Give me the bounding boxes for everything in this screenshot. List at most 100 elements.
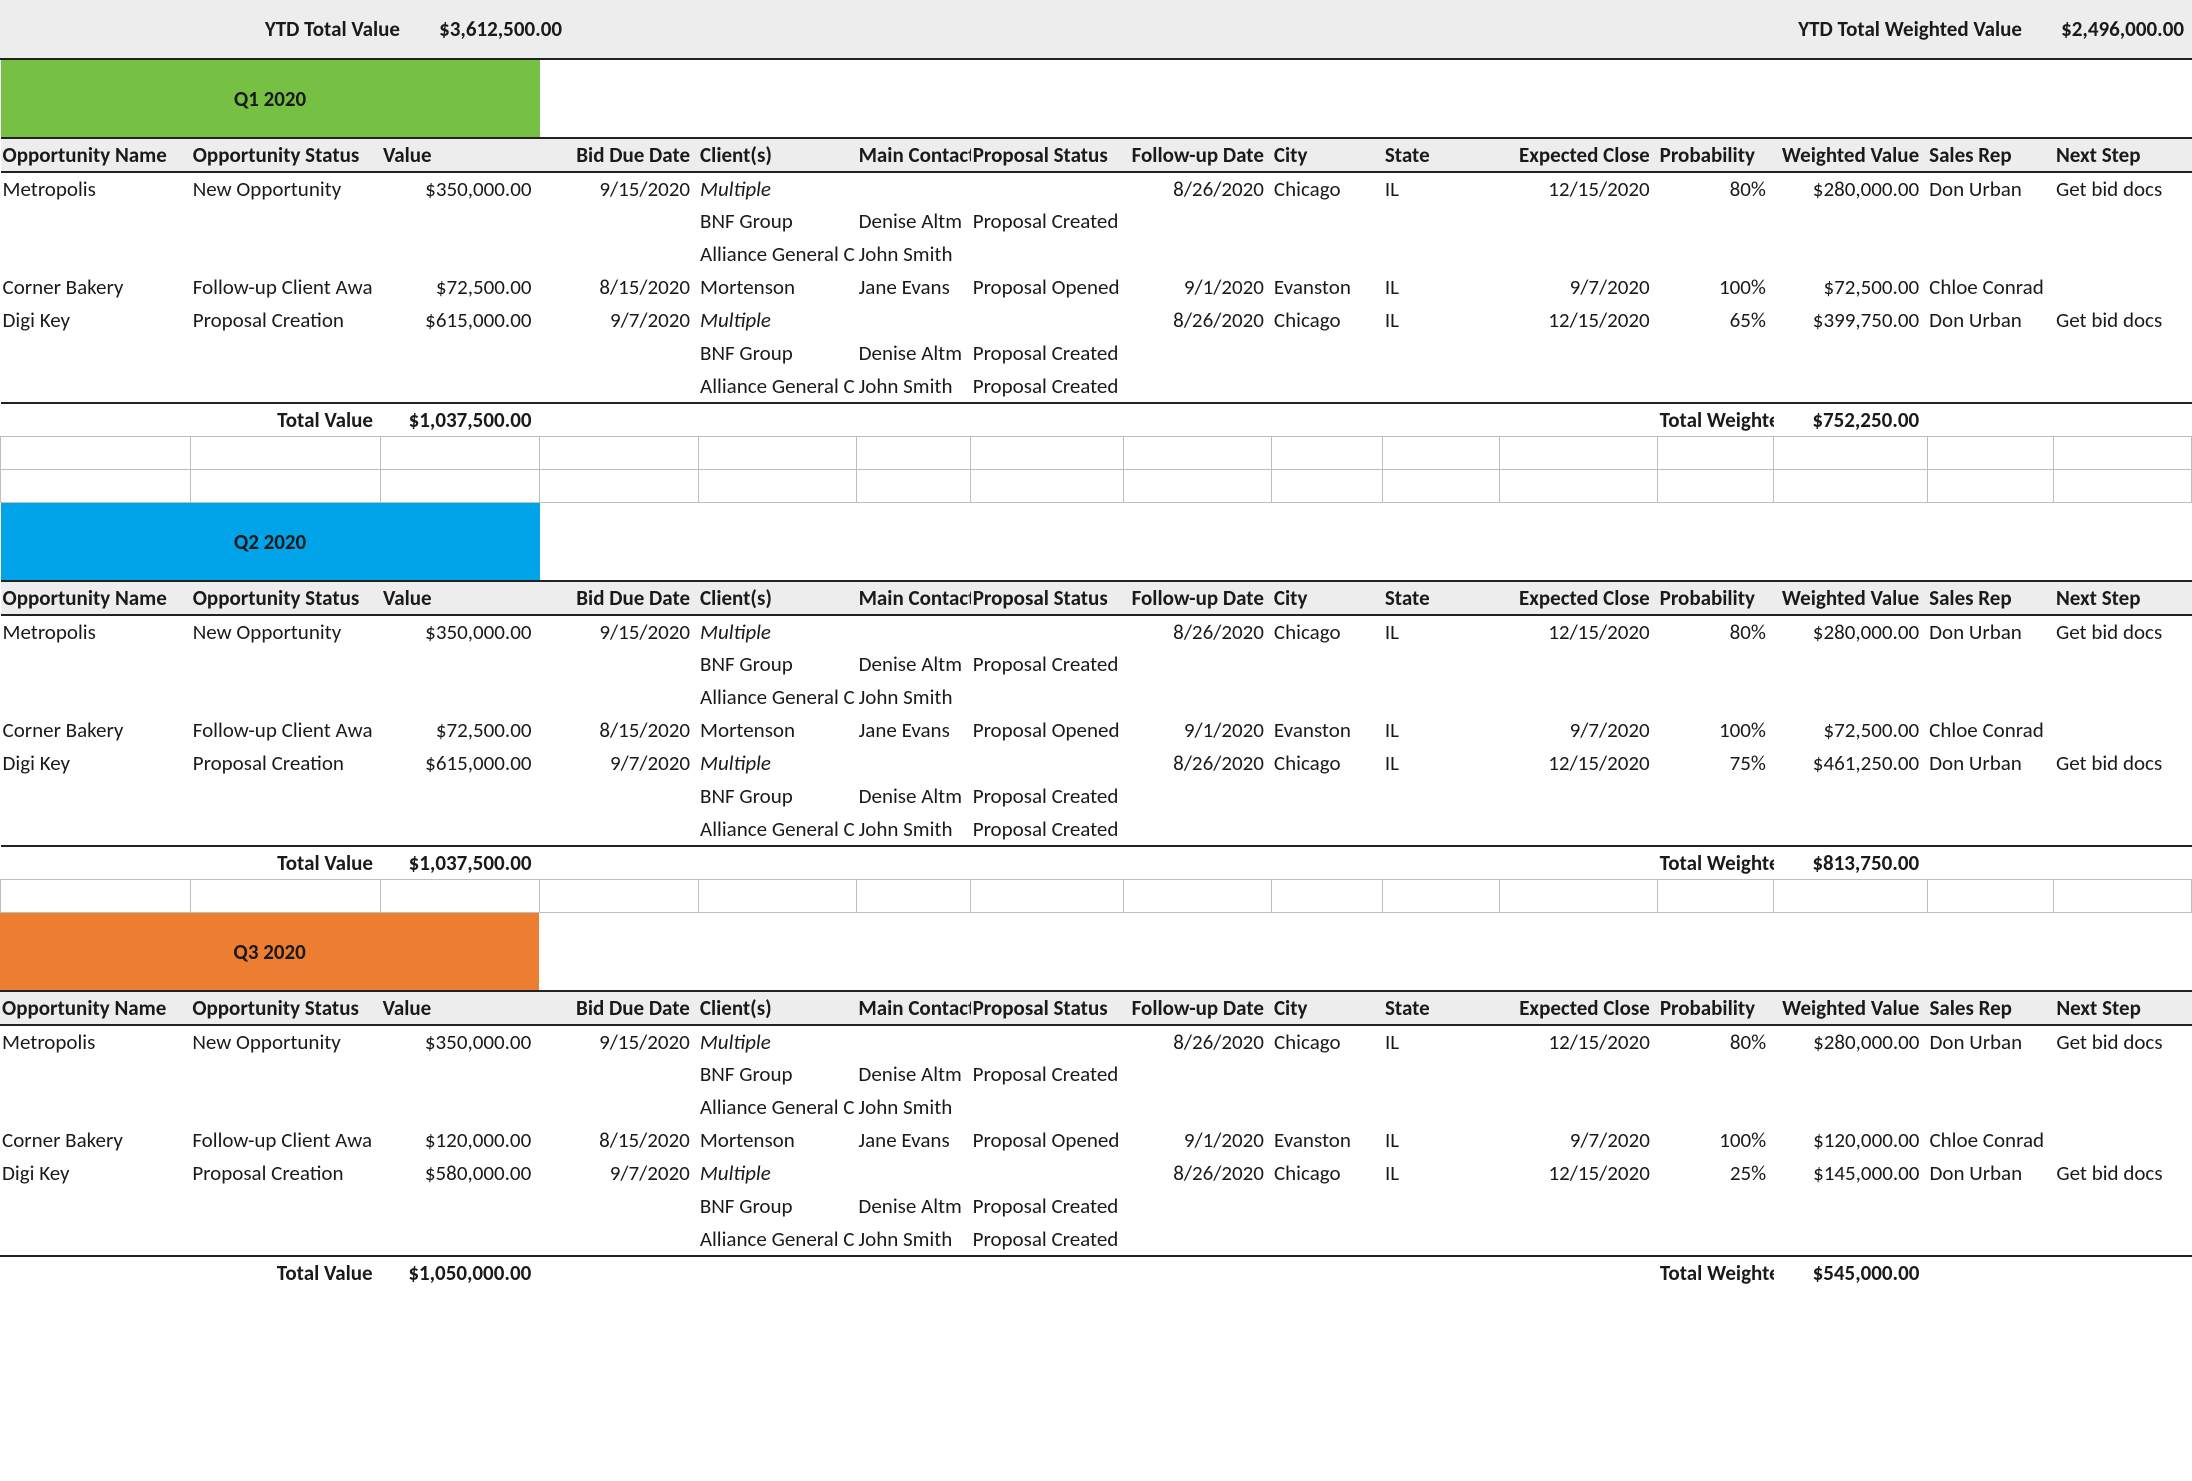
cell[interactable]: BNF Group (698, 1190, 857, 1223)
cell[interactable] (1, 403, 191, 437)
cell[interactable]: Jane Evans (856, 1124, 970, 1157)
blank-cell[interactable] (1927, 437, 2054, 470)
cell[interactable] (1499, 1058, 1658, 1091)
cell[interactable]: Sales Rep (1927, 138, 2054, 172)
cell[interactable]: New Opportunity (191, 172, 381, 205)
cell[interactable]: 9/7/2020 (1499, 1124, 1658, 1157)
cell[interactable] (1124, 1058, 1272, 1091)
cell[interactable] (2054, 403, 2192, 437)
cell[interactable] (698, 1256, 857, 1289)
cell[interactable]: IL (1383, 1025, 1499, 1058)
cell[interactable]: Alliance General C (698, 813, 857, 846)
cell[interactable]: Opportunity Name (1, 581, 191, 615)
blank-cell[interactable] (1499, 437, 1658, 470)
cell[interactable]: Jane Evans (857, 714, 971, 747)
cell[interactable]: Total Weighted Value (1658, 846, 1774, 880)
cell[interactable] (1124, 205, 1272, 238)
blank-cell[interactable] (191, 880, 381, 913)
cell[interactable] (2054, 1058, 2192, 1091)
blank-cell[interactable] (1774, 880, 1927, 913)
cell[interactable] (1272, 780, 1383, 813)
cell[interactable]: Proposal Status (971, 581, 1124, 615)
cell[interactable]: $350,000.00 (381, 1025, 540, 1058)
cell[interactable] (0, 1091, 190, 1124)
cell[interactable] (971, 1091, 1124, 1124)
cell[interactable] (857, 747, 971, 780)
cell[interactable] (1499, 813, 1658, 846)
cell[interactable]: Alliance General C (698, 1223, 857, 1256)
cell[interactable] (1, 238, 191, 271)
cell[interactable]: Proposal Creation (191, 747, 381, 780)
cell[interactable] (1499, 337, 1658, 370)
blank-cell[interactable] (857, 437, 971, 470)
quarter-label[interactable]: Q1 2020 (1, 60, 540, 138)
cell[interactable]: Proposal Opened (971, 271, 1124, 304)
cell[interactable]: Sales Rep (1927, 581, 2054, 615)
cell[interactable] (971, 681, 1124, 714)
blank-cell[interactable] (698, 470, 857, 503)
cell[interactable] (1383, 648, 1499, 681)
cell[interactable]: State (1383, 581, 1499, 615)
blank-cell[interactable] (381, 880, 540, 913)
cell[interactable] (2054, 370, 2192, 403)
cell[interactable]: 12/15/2020 (1499, 615, 1658, 648)
cell[interactable] (856, 1157, 970, 1190)
cell[interactable]: Don Urban (1927, 1157, 2054, 1190)
cell[interactable]: $120,000.00 (1774, 1124, 1927, 1157)
cell[interactable]: Alliance General C (698, 238, 857, 271)
blank-cell[interactable] (1499, 880, 1658, 913)
cell[interactable] (0, 1058, 190, 1091)
cell[interactable] (2054, 1124, 2192, 1157)
cell[interactable] (1927, 1223, 2054, 1256)
cell[interactable]: Corner Bakery (0, 1124, 190, 1157)
cell[interactable]: Metropolis (1, 172, 191, 205)
cell[interactable] (1124, 1190, 1272, 1223)
cell[interactable] (0, 1256, 190, 1289)
cell[interactable]: Denise Altm (857, 337, 971, 370)
cell[interactable] (2054, 813, 2192, 846)
cell[interactable]: Evanston (1272, 1124, 1383, 1157)
cell[interactable]: BNF Group (698, 205, 857, 238)
cell[interactable]: City (1272, 581, 1383, 615)
cell[interactable]: John Smith (856, 1091, 970, 1124)
cell[interactable] (2054, 846, 2192, 880)
cell[interactable]: Proposal Created (971, 648, 1124, 681)
cell[interactable] (1774, 780, 1927, 813)
cell[interactable]: 80% (1658, 172, 1774, 205)
cell[interactable]: Bid Due Date (539, 991, 698, 1025)
cell[interactable] (1658, 1190, 1774, 1223)
cell[interactable] (1658, 813, 1774, 846)
cell[interactable] (1658, 648, 1774, 681)
cell[interactable] (1383, 780, 1499, 813)
cell[interactable]: City (1272, 138, 1383, 172)
cell[interactable]: Chicago (1272, 304, 1383, 337)
cell[interactable]: Follow-up Date (1124, 138, 1272, 172)
blank-cell[interactable] (381, 470, 540, 503)
cell[interactable] (1658, 1223, 1774, 1256)
cell[interactable] (381, 681, 540, 714)
blank-cell[interactable] (857, 470, 971, 503)
cell[interactable]: Chicago (1272, 1025, 1383, 1058)
cell[interactable]: Probability (1658, 581, 1774, 615)
cell[interactable]: Value (381, 581, 540, 615)
cell[interactable]: 12/15/2020 (1499, 1157, 1658, 1190)
cell[interactable]: 9/7/2020 (1499, 271, 1658, 304)
cell[interactable] (971, 615, 1124, 648)
cell[interactable] (1927, 846, 2054, 880)
cell[interactable]: Probability (1658, 138, 1774, 172)
cell[interactable] (381, 238, 540, 271)
cell[interactable]: 12/15/2020 (1499, 304, 1658, 337)
cell[interactable]: Mortenson (698, 271, 857, 304)
cell[interactable]: Don Urban (1927, 1025, 2054, 1058)
cell[interactable]: $72,500.00 (381, 271, 540, 304)
cell[interactable]: Multiple (698, 1157, 857, 1190)
cell[interactable] (1, 813, 191, 846)
cell[interactable] (2054, 780, 2192, 813)
cell[interactable] (540, 681, 699, 714)
cell[interactable]: Chloe Conrad (1927, 714, 2054, 747)
cell[interactable] (2054, 1091, 2192, 1124)
cell[interactable]: $72,500.00 (1774, 714, 1927, 747)
cell[interactable] (540, 813, 699, 846)
cell[interactable] (971, 1256, 1124, 1289)
cell[interactable]: Proposal Created (971, 1190, 1124, 1223)
